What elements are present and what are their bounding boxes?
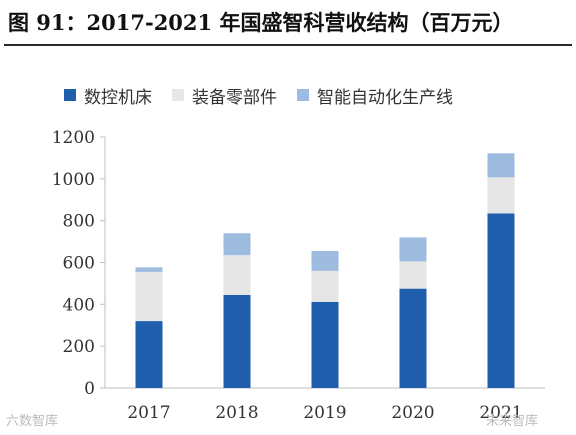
- legend-label-series-3: 智能自动化生产线: [317, 87, 453, 108]
- x-tick-label: 2020: [391, 403, 434, 423]
- y-tick-label: 200: [63, 337, 95, 357]
- bar-segment-2018-series-3: [223, 233, 251, 256]
- y-tick-label: 1200: [52, 128, 95, 148]
- bar-segment-2020-series-1: [399, 288, 427, 388]
- legend-label-series-1: 数控机床: [84, 87, 152, 108]
- legend-label-series-2: 装备零部件: [192, 87, 277, 108]
- x-tick-label: 2017: [127, 403, 170, 423]
- bar-segment-2021-series-3: [487, 153, 515, 178]
- bar-segment-2020-series-2: [399, 261, 427, 289]
- x-tick-label: 2019: [303, 403, 346, 423]
- watermark-left: 六数智库: [6, 414, 59, 429]
- chart-title: 图 91：2017-2021 年国盛智科营收结构（百万元）: [8, 10, 514, 35]
- y-tick-label: 400: [63, 295, 95, 315]
- x-tick-label: 2018: [215, 403, 258, 423]
- legend-item-series-2: 装备零部件: [172, 83, 277, 108]
- bar-segment-2019-series-2: [311, 270, 339, 302]
- legend: 数控机床 装备零部件 智能自动化生产线: [64, 83, 473, 108]
- watermark-right: 未来智库: [486, 414, 539, 429]
- bar-segment-2021-series-2: [487, 177, 515, 214]
- legend-swatch-series-2: [172, 89, 184, 101]
- y-tick-label: 800: [63, 212, 95, 232]
- legend-swatch-series-1: [64, 89, 76, 101]
- bar-segment-2018-series-2: [223, 255, 251, 295]
- bar-segment-2018-series-1: [223, 294, 251, 388]
- bar-segment-2019-series-1: [311, 301, 339, 388]
- bar-segment-2017-series-1: [135, 321, 163, 388]
- legend-item-series-3: 智能自动化生产线: [297, 83, 453, 108]
- y-tick-label: 1000: [52, 170, 95, 190]
- bar-segment-2020-series-3: [399, 237, 427, 262]
- bar-segment-2019-series-3: [311, 250, 339, 271]
- legend-item-series-1: 数控机床: [64, 83, 152, 108]
- title-underline: [4, 44, 572, 46]
- bar-segment-2017-series-2: [135, 271, 163, 322]
- bar-segment-2021-series-1: [487, 213, 515, 388]
- y-tick-label: 600: [63, 254, 95, 274]
- bar-segment-2017-series-3: [135, 267, 163, 272]
- x-tick-label: 2021: [479, 403, 522, 423]
- legend-swatch-series-3: [297, 89, 309, 101]
- y-tick-label: 0: [84, 379, 95, 399]
